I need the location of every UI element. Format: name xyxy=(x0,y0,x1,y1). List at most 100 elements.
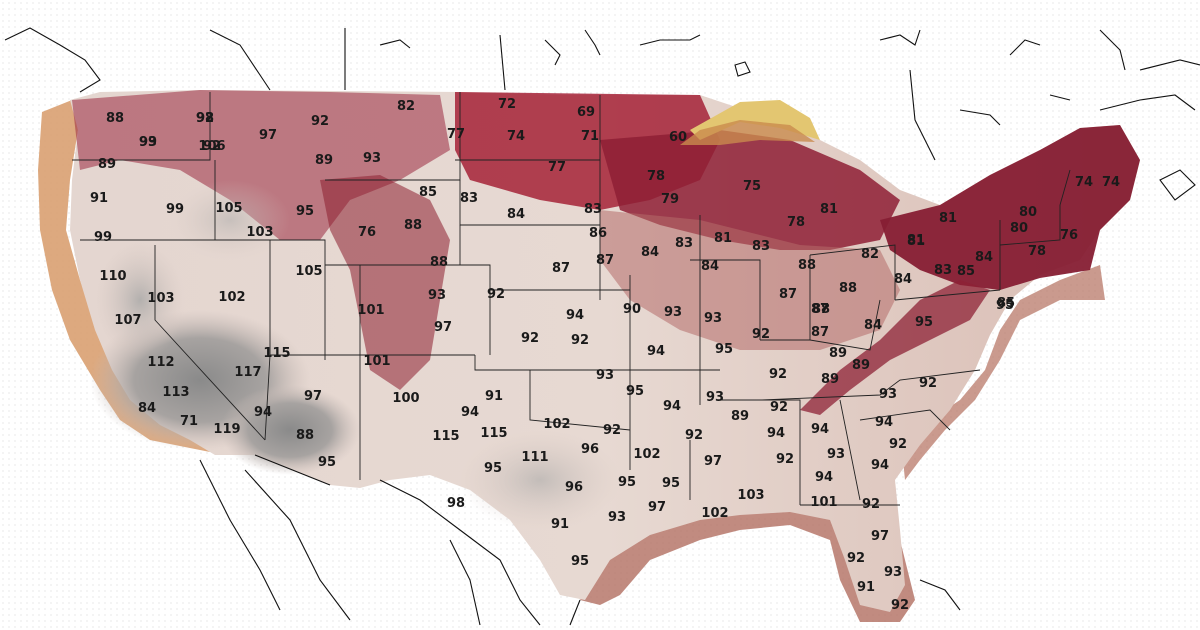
temperature-label: 88 xyxy=(839,281,857,296)
temperature-label: 94 xyxy=(663,399,681,414)
outside-borders xyxy=(4,27,1200,626)
temperature-label: 93 xyxy=(664,305,682,320)
temperature-label: 88 xyxy=(296,428,314,443)
temperature-label: 88 xyxy=(430,255,448,270)
temperature-label: 83 xyxy=(460,191,478,206)
temperature-label: 92 xyxy=(770,400,788,415)
temperature-label: 99 xyxy=(166,202,184,217)
temperature-label: 92 xyxy=(685,428,703,443)
temperature-label: 92 xyxy=(776,452,794,467)
arizona-hot-region xyxy=(220,385,360,475)
temperature-label: 82 xyxy=(397,99,415,114)
temperature-label: 94 xyxy=(254,405,272,420)
temperature-label: 97 xyxy=(871,529,889,544)
temperature-label: 94 xyxy=(461,405,479,420)
temperature-label: 84 xyxy=(641,245,659,260)
temperature-label: 95 xyxy=(996,298,1014,313)
temperature-label: 85 xyxy=(957,264,975,279)
temperature-label: 92 xyxy=(203,139,221,154)
temperature-label: 103 xyxy=(246,225,273,240)
temperature-label: 95 xyxy=(484,461,502,476)
temperature-label: 71 xyxy=(581,129,599,144)
temperature-label: 60 xyxy=(669,130,687,145)
temperature-label: 102 xyxy=(218,290,245,305)
temperature-label: 87 xyxy=(779,287,797,302)
temperature-label: 89 xyxy=(821,372,839,387)
temperature-label: 98 xyxy=(196,111,214,126)
temperature-label: 89 xyxy=(829,346,847,361)
temperature-label: 101 xyxy=(363,354,390,369)
temperature-label: 92 xyxy=(487,287,505,302)
temperature-label: 91 xyxy=(857,580,875,595)
temperature-label: 93 xyxy=(139,135,157,150)
great-basin-hot-region xyxy=(170,180,290,260)
temperature-label: 81 xyxy=(714,231,732,246)
central-valley-hot-region xyxy=(95,240,185,360)
temperature-label: 94 xyxy=(767,426,785,441)
atlantic-coastal-band xyxy=(900,265,1105,480)
temperature-label: 80 xyxy=(1010,221,1028,236)
temperature-label: 75 xyxy=(743,179,761,194)
temperature-label: 112 xyxy=(147,355,174,370)
temperature-label: 87 xyxy=(811,325,829,340)
temperature-label: 86 xyxy=(589,226,607,241)
temperature-label: 84 xyxy=(864,318,882,333)
temperature-label: 82 xyxy=(861,247,879,262)
temperature-label: 88 xyxy=(812,302,830,317)
temperature-label: 79 xyxy=(661,192,679,207)
temperature-label: 89 xyxy=(852,358,870,373)
temperature-label: 95 xyxy=(715,342,733,357)
temperature-label: 103 xyxy=(737,488,764,503)
temperature-label: 93 xyxy=(596,368,614,383)
temperature-label: 97 xyxy=(648,500,666,515)
temperature-label: 81 xyxy=(820,202,838,217)
temperature-label: 93 xyxy=(706,390,724,405)
temperature-label: 83 xyxy=(934,263,952,278)
temperature-label: 106 xyxy=(198,139,225,154)
temperature-label: 92 xyxy=(521,331,539,346)
temperature-label: 78 xyxy=(647,169,665,184)
temperature-label: 97 xyxy=(304,389,322,404)
temperature-label: 93 xyxy=(428,288,446,303)
temperature-label: 102 xyxy=(633,447,660,462)
temperature-label: 91 xyxy=(485,389,503,404)
temperature-label: 87 xyxy=(596,253,614,268)
temperature-label: 95 xyxy=(662,476,680,491)
temperature-label: 95 xyxy=(296,204,314,219)
temperature-label: 96 xyxy=(581,442,599,457)
temperature-label: 111 xyxy=(521,450,548,465)
midwest-warm-region xyxy=(600,210,900,350)
temperature-label: 96 xyxy=(565,480,583,495)
temperature-label: 91 xyxy=(551,517,569,532)
appalachian-region xyxy=(800,280,990,415)
temperature-label: 92 xyxy=(862,497,880,512)
temperature-label: 93 xyxy=(363,151,381,166)
temperature-label: 102 xyxy=(701,506,728,521)
temperature-label: 85 xyxy=(997,296,1015,311)
temperature-label: 77 xyxy=(548,160,566,175)
temperature-label: 97 xyxy=(259,128,277,143)
state-borders xyxy=(72,92,1071,506)
temperature-label: 83 xyxy=(752,239,770,254)
temperature-label: 77 xyxy=(447,127,465,142)
temperature-label: 92 xyxy=(847,551,865,566)
temperature-label: 94 xyxy=(647,344,665,359)
temperature-label: 74 xyxy=(1102,175,1120,190)
temperature-label: 89 xyxy=(98,157,116,172)
temperature-label: 100 xyxy=(392,391,419,406)
temperature-label: 74 xyxy=(507,129,525,144)
temperature-label: 115 xyxy=(480,426,507,441)
temperature-label: 92 xyxy=(311,114,329,129)
temperature-label: 95 xyxy=(318,455,336,470)
temperature-label: 84 xyxy=(701,259,719,274)
temperature-label: 87 xyxy=(552,261,570,276)
temperature-label: 105 xyxy=(295,264,322,279)
temperature-label: 72 xyxy=(498,97,516,112)
temperature-label: 92 xyxy=(889,437,907,452)
temperature-label: 119 xyxy=(213,422,240,437)
temperature-label: 95 xyxy=(626,384,644,399)
temperature-label: 76 xyxy=(1060,228,1078,243)
temperature-label: 97 xyxy=(704,454,722,469)
